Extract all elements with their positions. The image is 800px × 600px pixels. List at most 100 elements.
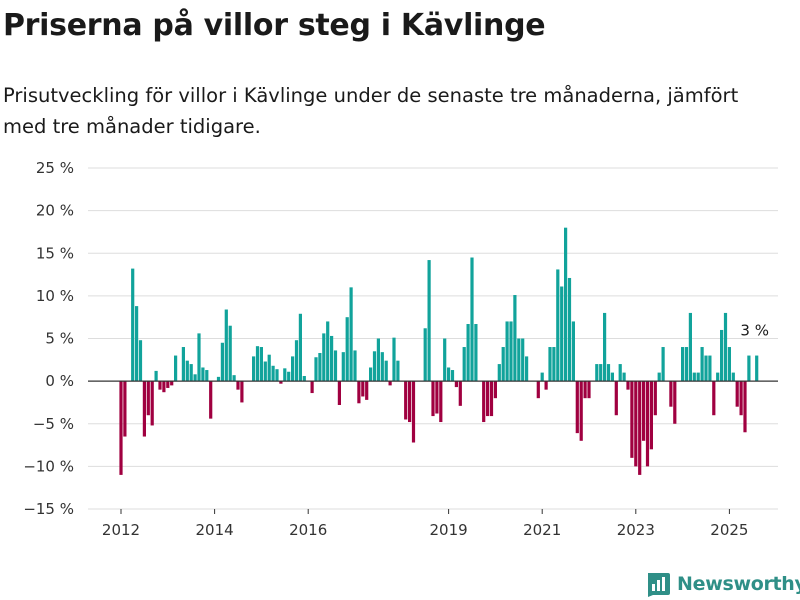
y-tick-label: −10 %: [23, 457, 74, 475]
bar: [595, 364, 599, 382]
bar: [138, 340, 143, 382]
bar: [435, 381, 439, 414]
bar: [361, 381, 365, 397]
x-tick-label: 2025: [710, 521, 748, 539]
bar: [404, 381, 408, 420]
bar: [291, 356, 295, 382]
bar: [345, 317, 349, 382]
bar: [369, 367, 373, 382]
bar: [462, 347, 466, 382]
bar: [181, 347, 185, 382]
bar: [692, 372, 696, 382]
bar: [228, 325, 232, 382]
bar: [411, 381, 416, 443]
bar: [603, 312, 607, 382]
bar: [716, 372, 720, 382]
bar: [201, 367, 205, 382]
bar: [450, 370, 455, 382]
bar: [649, 381, 653, 450]
bar: [447, 367, 451, 382]
bar: [642, 381, 646, 441]
bar: [638, 381, 642, 475]
bar: [287, 371, 291, 382]
bar: [704, 355, 708, 382]
bar: [548, 347, 552, 382]
bar: [142, 381, 146, 437]
bar: [489, 381, 494, 417]
bar: [318, 352, 322, 382]
x-tick-label: 2016: [289, 521, 327, 539]
bar: [357, 381, 361, 404]
bar: [688, 312, 692, 382]
bar: [517, 338, 521, 382]
bar: [599, 364, 603, 382]
bar: [185, 360, 189, 382]
bar: [275, 369, 279, 382]
bar: [513, 295, 517, 382]
bar: [622, 372, 626, 382]
bar: [626, 381, 630, 390]
bar: [189, 364, 193, 382]
bar: [497, 364, 501, 382]
bar: [193, 374, 197, 382]
x-tick-label: 2014: [196, 521, 234, 539]
bar: [314, 357, 318, 382]
last-value-label: 3 %: [740, 322, 769, 340]
bar: [310, 381, 314, 394]
y-tick-label: −5 %: [33, 415, 74, 433]
bar: [747, 355, 751, 382]
bar: [458, 381, 462, 406]
bar: [224, 309, 228, 382]
bar: [720, 329, 724, 382]
brand-name: Newsworthy: [677, 573, 800, 595]
bar: [162, 381, 166, 393]
bar: [560, 286, 564, 382]
x-tick-label: 2023: [617, 521, 655, 539]
bar: [337, 381, 341, 405]
bar: [209, 381, 213, 419]
bar-chart: −15 % −10 % −5 % 0 % 5 % 10 % 15 % 20 % 25 % 201…: [23, 159, 778, 539]
bar: [392, 337, 396, 382]
y-tick-label: 10 %: [36, 287, 74, 305]
bar: [723, 312, 728, 382]
bar: [454, 381, 458, 388]
x-axis: 2012 2014 2016 2019 2021 2023 2025: [102, 509, 748, 539]
bar: [267, 354, 271, 382]
y-tick-label: 5 %: [45, 330, 74, 348]
bar: [158, 381, 162, 390]
bar: [216, 376, 221, 382]
bar: [166, 381, 170, 388]
bar: [552, 347, 556, 382]
bar: [735, 381, 739, 407]
bar: [330, 335, 334, 382]
bar: [501, 347, 505, 382]
bar: [396, 360, 400, 382]
bar: [298, 313, 302, 382]
bar: [259, 347, 263, 382]
y-tick-label: 25 %: [36, 159, 74, 177]
bar: [564, 227, 568, 382]
bar: [333, 350, 338, 382]
bar: [131, 268, 135, 382]
bar: [755, 355, 759, 382]
bar: [657, 372, 661, 382]
y-tick-label: 15 %: [36, 244, 74, 262]
bar: [240, 381, 244, 403]
bar: [681, 347, 685, 382]
x-tick-label: 2012: [102, 521, 140, 539]
y-tick-label: 0 %: [45, 372, 74, 390]
bar: [505, 321, 509, 382]
chart-title: Priserna på villor steg i Kävlinge: [3, 8, 546, 43]
bar: [540, 372, 544, 382]
bar: [423, 328, 427, 382]
bar: [372, 351, 377, 382]
bar: [154, 370, 158, 382]
bar: [634, 381, 638, 467]
bar: [525, 356, 529, 382]
bar: [252, 356, 256, 382]
bar: [146, 381, 150, 416]
bar: [521, 338, 525, 382]
bar: [618, 364, 622, 382]
bar: [302, 376, 306, 382]
bar: [579, 381, 583, 441]
